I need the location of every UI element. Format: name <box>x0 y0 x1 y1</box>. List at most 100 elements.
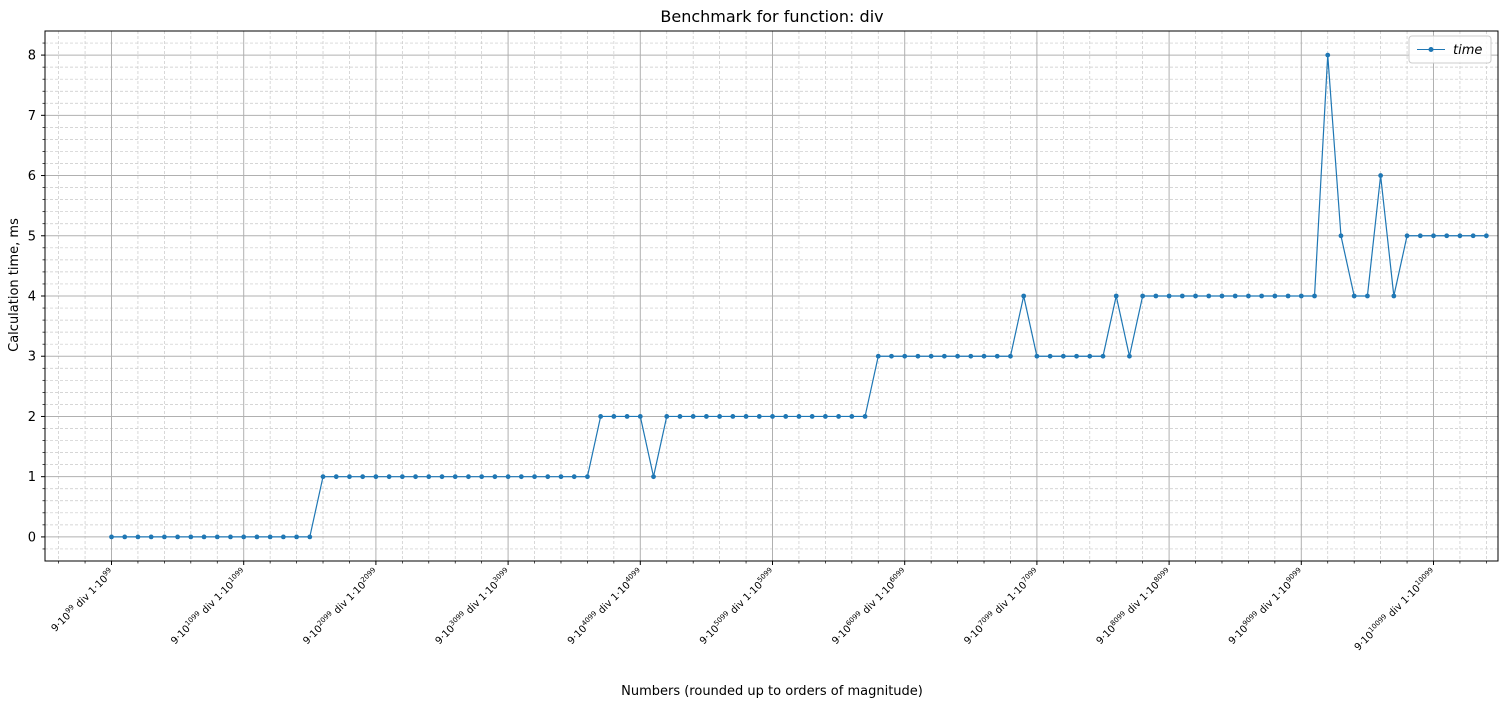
data-point <box>1008 353 1013 359</box>
data-point <box>862 414 868 419</box>
data-point <box>532 474 537 480</box>
data-point <box>1127 353 1132 359</box>
x-tick-label: 9·109099 div 1·109099 <box>1225 566 1306 647</box>
x-tick-label: 9·104099 div 1·104099 <box>564 566 645 647</box>
data-point <box>1259 293 1265 299</box>
data-point <box>1074 353 1079 359</box>
data-point <box>175 534 181 540</box>
x-tick-label: 9·101099 div 1·101099 <box>168 566 249 647</box>
data-point <box>307 534 313 540</box>
data-point <box>254 534 260 540</box>
data-point <box>1351 293 1357 299</box>
data-point <box>717 414 723 419</box>
data-point <box>294 534 299 540</box>
data-point <box>1365 293 1370 299</box>
data-point <box>1312 293 1317 299</box>
data-point <box>704 414 709 419</box>
data-point <box>505 474 511 480</box>
data-point <box>1444 233 1450 239</box>
data-point <box>452 474 458 480</box>
data-point <box>1272 293 1278 299</box>
data-point <box>611 414 617 419</box>
data-point <box>981 353 987 359</box>
chart-title: Benchmark for function: div <box>660 7 883 26</box>
data-point <box>518 474 524 480</box>
y-tick-label: 8 <box>28 49 36 64</box>
x-tick-label: 9·107099 div 1·107099 <box>961 566 1042 647</box>
y-tick-label: 2 <box>28 410 36 425</box>
data-point <box>1391 293 1397 299</box>
data-point <box>188 534 194 540</box>
data-point <box>214 534 220 540</box>
data-point <box>148 534 154 540</box>
data-point <box>1431 233 1436 239</box>
y-axis-label: Calculation time, ms <box>7 218 22 352</box>
data-point <box>624 414 630 419</box>
x-tick-label: 9·1099 div 1·1099 <box>48 566 116 634</box>
data-point <box>439 474 445 480</box>
data-point <box>968 353 974 359</box>
data-point <box>756 414 762 419</box>
data-point <box>796 414 802 419</box>
data-point <box>1100 353 1106 359</box>
legend: time <box>1408 35 1492 64</box>
y-tick-label: 1 <box>28 470 36 485</box>
legend-marker-icon <box>1428 47 1434 52</box>
data-point <box>135 534 141 540</box>
axis-ticks: 0 1 2 3 4 5 6 7 8 9·1099 div 1·1099 9·101099 div 1… <box>28 42 1487 653</box>
data-point <box>228 534 233 540</box>
data-point <box>836 414 841 419</box>
data-point <box>571 474 577 480</box>
data-point <box>994 353 1000 359</box>
data-point <box>1232 293 1238 299</box>
data-point <box>347 474 352 480</box>
data-point <box>1378 173 1384 178</box>
legend-label-time: time <box>1453 43 1482 58</box>
data-point <box>1047 353 1053 359</box>
data-point <box>1140 293 1146 299</box>
data-point <box>492 474 498 480</box>
data-point <box>241 534 247 540</box>
data-point <box>399 474 405 480</box>
data-point <box>1285 293 1291 299</box>
data-point <box>426 474 432 480</box>
data-point <box>109 534 114 540</box>
x-tick-label: 9·103099 div 1·103099 <box>432 566 513 647</box>
data-point <box>955 353 960 359</box>
data-point <box>651 474 656 480</box>
data-point <box>1325 52 1331 58</box>
data-point <box>677 414 683 419</box>
data-point <box>1470 233 1476 239</box>
data-point <box>1219 293 1225 299</box>
data-point <box>1206 293 1212 299</box>
data-point <box>1087 353 1093 359</box>
data-point <box>1483 233 1489 239</box>
data-point <box>1338 233 1344 239</box>
data-point <box>585 474 590 480</box>
y-tick-label: 5 <box>28 229 36 244</box>
data-point <box>809 414 815 419</box>
data-point <box>664 414 670 419</box>
data-point <box>1060 353 1066 359</box>
series-time <box>109 52 1489 540</box>
data-point <box>373 474 379 480</box>
data-point <box>413 474 418 480</box>
data-point <box>915 353 921 359</box>
data-point <box>545 474 551 480</box>
data-point <box>1193 293 1198 299</box>
y-tick-label: 0 <box>28 530 36 545</box>
data-point <box>849 414 855 419</box>
data-point <box>333 474 339 480</box>
data-point <box>280 534 286 540</box>
data-point <box>360 474 366 480</box>
data-point <box>928 353 934 359</box>
data-point <box>875 353 881 359</box>
x-tick-label: 9·102099 div 1·102099 <box>300 566 381 647</box>
data-point <box>743 414 749 419</box>
data-point <box>1153 293 1159 299</box>
data-point <box>386 474 392 480</box>
data-point <box>730 414 736 419</box>
y-tick-label: 6 <box>28 169 36 184</box>
data-point <box>201 534 207 540</box>
data-point <box>161 534 167 540</box>
